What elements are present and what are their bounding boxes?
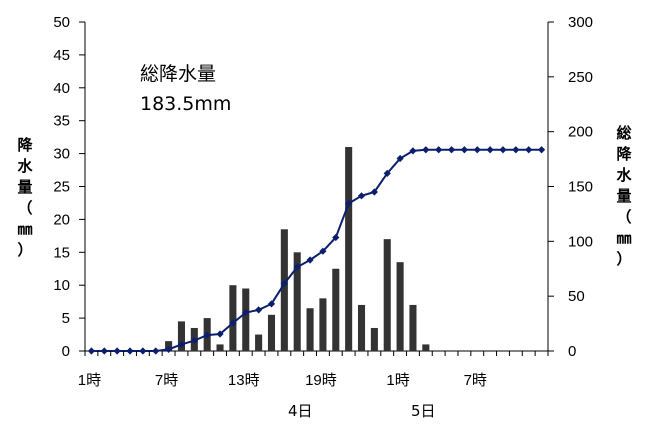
cumulative-point: [319, 247, 327, 255]
cumulative-point: [306, 256, 314, 264]
cumulative-point: [152, 347, 160, 355]
cumulative-point: [190, 336, 198, 345]
total-rainfall-label: 総降水量: [140, 63, 216, 85]
cumulative-point: [435, 146, 443, 154]
left-tick-label: 35: [53, 113, 70, 130]
x-tick-label: 1時: [78, 372, 101, 389]
cumulative-point: [370, 188, 378, 196]
left-tick-label: 45: [53, 47, 70, 64]
right-tick-label: 250: [568, 69, 593, 86]
cumulative-point: [447, 146, 456, 154]
left-tick-label: 30: [53, 146, 70, 163]
left-tick-label: 40: [53, 80, 70, 97]
rainfall-bar: [396, 262, 404, 351]
cumulative-point: [87, 347, 96, 355]
right-axis-ticks: 0 50 100 150 200 250 300: [548, 14, 593, 360]
rainfall-bar: [345, 147, 353, 351]
rainfall-bar: [255, 334, 263, 351]
x-axis-ticks: 1時 7時 13時 19時 1時 7時: [78, 351, 549, 389]
left-ylabel-text: 降水量（㎜）: [17, 136, 33, 259]
cumulative-line-path: [91, 148, 542, 352]
rainfall-bar: [357, 304, 366, 351]
rainfall-bar: [306, 308, 314, 351]
cumulative-point: [512, 146, 520, 154]
rainfall-bar: [267, 314, 276, 351]
x-tick-label: 7時: [155, 372, 178, 389]
cumulative-point: [267, 300, 276, 308]
cumulative-point: [525, 146, 533, 154]
left-tick-label: 25: [53, 179, 70, 196]
left-tick-label: 20: [53, 211, 70, 228]
left-axis-ticks: 0 5 10 15 20 25 30 35 40 45 50: [53, 14, 85, 360]
cumulative-point: [499, 146, 507, 154]
right-axis-title: 総降水量（㎜）: [616, 124, 632, 268]
rainfall-bar: [370, 327, 378, 351]
right-tick-label: 0: [568, 343, 576, 360]
rainfall-bar: [242, 288, 250, 351]
cumulative-point: [242, 309, 250, 317]
cumulative-point: [100, 347, 108, 355]
rainfall-bar: [177, 321, 185, 351]
cumulative-point: [460, 146, 469, 154]
cumulative-point: [113, 347, 121, 355]
x-tick-label: 1時: [386, 372, 409, 389]
cumulative-point: [216, 330, 224, 338]
total-rainfall-value: 183.5mm: [140, 93, 231, 115]
cumulative-point: [357, 192, 366, 200]
right-tick-label: 50: [568, 288, 585, 305]
cumulative-point: [383, 169, 391, 177]
cumulative-point: [409, 147, 417, 155]
rainfall-bar: [229, 285, 237, 351]
hourly-rainfall-bars: [165, 147, 430, 351]
left-tick-label: 5: [62, 310, 70, 327]
cumulative-point: [422, 146, 430, 154]
cumulative-point: [177, 340, 186, 349]
cumulative-point: [126, 347, 134, 355]
cumulative-point: [203, 331, 211, 339]
left-tick-label: 15: [53, 244, 70, 261]
left-tick-label: 50: [53, 14, 70, 31]
cumulative-point: [293, 263, 301, 271]
cumulative-point: [486, 146, 494, 154]
right-ylabel-text: 総降水量（㎜）: [616, 124, 632, 268]
right-tick-label: 300: [568, 14, 593, 31]
day-label-5: 5日: [411, 402, 436, 420]
cumulative-point: [332, 233, 340, 242]
cumulative-point: [345, 199, 353, 208]
cumulative-point: [280, 279, 288, 288]
cumulative-point: [164, 345, 173, 353]
cumulative-point: [473, 146, 481, 154]
cumulative-rainfall-line: [87, 146, 546, 355]
x-tick-label: 13時: [228, 372, 260, 389]
rainfall-bar: [422, 344, 430, 351]
cumulative-point: [229, 319, 237, 327]
day-label-4: 4日: [288, 402, 313, 420]
x-tick-label: 19時: [305, 372, 337, 389]
x-tick-label: 7時: [464, 372, 487, 389]
cumulative-point: [537, 146, 546, 154]
cumulative-point: [139, 347, 147, 355]
rainfall-bar: [319, 298, 327, 351]
right-tick-label: 150: [568, 179, 593, 196]
rainfall-bar: [280, 229, 288, 351]
left-axis-title: 降水量（㎜）: [17, 136, 33, 259]
cumulative-point: [255, 306, 263, 314]
rainfall-bar: [332, 268, 340, 351]
right-tick-label: 200: [568, 124, 593, 141]
right-tick-label: 100: [568, 233, 593, 250]
left-tick-label: 10: [53, 277, 70, 294]
rainfall-bar: [216, 344, 224, 351]
cumulative-point: [396, 154, 404, 163]
left-tick-label: 0: [62, 343, 70, 360]
rainfall-bar: [293, 252, 301, 351]
rainfall-bar: [383, 239, 391, 351]
rainfall-bar: [409, 304, 417, 351]
